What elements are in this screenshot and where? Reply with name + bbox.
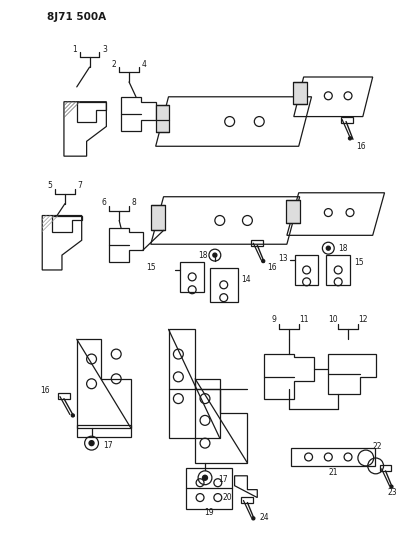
Bar <box>209 268 237 302</box>
Circle shape <box>251 517 254 520</box>
Circle shape <box>348 137 351 140</box>
Bar <box>251 240 263 246</box>
Text: 9: 9 <box>271 315 276 324</box>
Text: 23: 23 <box>387 488 396 497</box>
Bar <box>290 448 374 466</box>
Text: 16: 16 <box>355 142 365 151</box>
Text: 10: 10 <box>328 315 337 324</box>
Bar <box>180 262 204 292</box>
Bar <box>186 468 231 510</box>
Text: 24: 24 <box>258 513 268 522</box>
Text: 15: 15 <box>353 257 363 266</box>
Text: 3: 3 <box>102 45 107 54</box>
Text: 21: 21 <box>328 469 337 478</box>
Text: 14: 14 <box>241 276 250 285</box>
Circle shape <box>212 253 216 257</box>
Text: 22: 22 <box>372 442 382 450</box>
Circle shape <box>71 414 74 417</box>
Text: 8J71 500A: 8J71 500A <box>47 12 106 22</box>
Circle shape <box>326 246 330 250</box>
Circle shape <box>89 441 94 446</box>
Text: 16: 16 <box>267 263 276 272</box>
Bar <box>76 425 131 437</box>
Circle shape <box>389 485 392 488</box>
Bar <box>340 117 352 123</box>
Text: 12: 12 <box>357 315 367 324</box>
Text: 5: 5 <box>47 181 52 190</box>
Text: 4: 4 <box>141 60 146 69</box>
Circle shape <box>202 475 207 480</box>
Bar <box>292 82 306 104</box>
Circle shape <box>261 260 264 263</box>
Text: 2: 2 <box>112 60 116 69</box>
Bar <box>379 465 391 471</box>
Text: 20: 20 <box>221 493 231 502</box>
Text: 15: 15 <box>146 263 155 272</box>
Text: 11: 11 <box>298 315 308 324</box>
Bar <box>294 255 318 285</box>
Bar <box>58 393 70 399</box>
Text: 1: 1 <box>72 45 77 54</box>
Text: 18: 18 <box>198 251 207 260</box>
Text: 16: 16 <box>40 386 50 395</box>
Bar <box>151 205 164 230</box>
Bar <box>285 200 299 223</box>
Text: 8: 8 <box>131 198 136 207</box>
Text: 17: 17 <box>103 441 113 450</box>
Text: 7: 7 <box>77 181 82 190</box>
Bar <box>326 255 349 285</box>
Text: 13: 13 <box>278 254 287 263</box>
Text: 6: 6 <box>102 198 107 207</box>
Bar <box>241 497 253 503</box>
Text: 19: 19 <box>204 508 213 517</box>
Text: 18: 18 <box>337 244 347 253</box>
Text: 17: 17 <box>217 475 227 484</box>
Bar <box>155 104 169 132</box>
